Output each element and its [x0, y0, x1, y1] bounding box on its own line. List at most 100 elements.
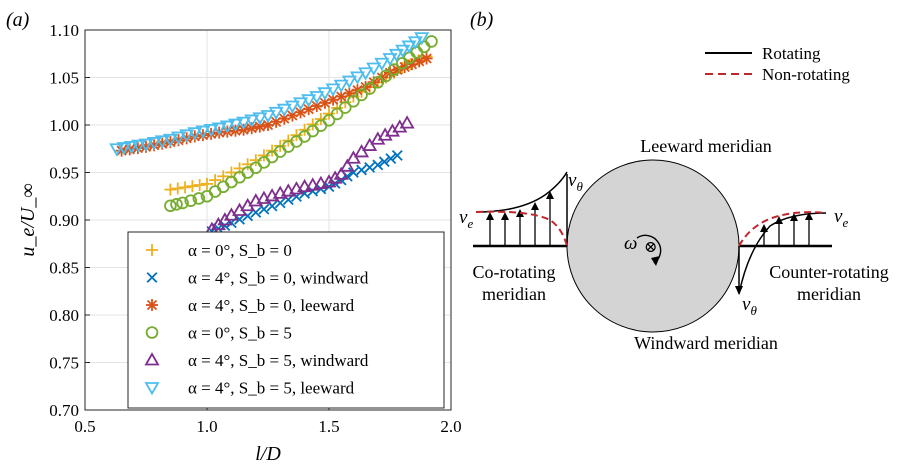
counterrotating-profile — [735, 211, 827, 295]
data-point — [176, 196, 189, 210]
ve-label-right: ve — [834, 206, 848, 230]
y-axis-label: u_e/U_∞ — [17, 183, 39, 256]
data-point — [171, 182, 184, 195]
data-point — [244, 114, 260, 128]
data-point — [195, 125, 211, 139]
data-point — [192, 192, 206, 205]
data-point — [203, 124, 219, 138]
data-point — [399, 115, 415, 129]
data-point — [363, 82, 376, 95]
data-point — [301, 94, 317, 108]
data-point — [209, 174, 222, 187]
legend-label: α = 4°, S_b = 5, windward — [188, 351, 369, 370]
ve-label-left: ve — [459, 207, 473, 231]
legend-label: α = 4°, S_b = 0, windward — [188, 269, 369, 288]
data-point — [327, 170, 343, 184]
y-tick-label: 0.75 — [49, 354, 79, 373]
data-point — [372, 159, 384, 171]
rotating-profile-curve — [475, 171, 568, 213]
data-point — [356, 164, 367, 176]
vtheta-label-right: vθ — [742, 294, 757, 318]
legend: α = 0°, S_b = 0 α = 4°, S_b = 0, windward… — [127, 231, 445, 409]
data-point — [355, 88, 368, 102]
x-tick-label: 1.5 — [318, 417, 339, 436]
nonrotating-profile-curve — [475, 210, 568, 247]
x-axis-label: l/D — [255, 443, 281, 465]
data-point — [347, 94, 360, 108]
data-point — [257, 149, 270, 162]
data-point — [164, 199, 177, 213]
data-point — [146, 137, 162, 151]
vtheta-label-left: vθ — [568, 170, 583, 194]
data-point — [193, 179, 206, 192]
data-point — [395, 44, 411, 58]
arrow-head — [486, 212, 494, 220]
data-point — [341, 75, 357, 89]
data-point — [407, 36, 423, 50]
data-point — [292, 97, 309, 111]
data-point — [131, 139, 147, 154]
data-point — [297, 178, 313, 193]
data-point — [425, 35, 438, 48]
data-point — [321, 174, 337, 188]
data-point — [109, 143, 125, 157]
corotating-label: Co-rotating — [473, 262, 556, 282]
panel-b-label: (b) — [470, 9, 494, 31]
data-point — [387, 63, 401, 76]
windward-meridian-label: Windward meridian — [634, 333, 778, 353]
data-point — [314, 112, 327, 125]
data-point — [276, 103, 292, 117]
data-point — [154, 135, 170, 149]
arrow-head — [501, 212, 509, 220]
counterrotating-label: Counter-rotating — [769, 262, 889, 282]
legend-label-nonrotating: Non-rotating — [762, 65, 850, 84]
data-point — [330, 107, 344, 121]
data-point — [245, 122, 258, 135]
data-point — [317, 87, 333, 101]
legend-entry: α = 0°, S_b = 0 — [146, 241, 292, 260]
rotating-profile-curve — [738, 212, 827, 295]
corotating-profile — [475, 171, 568, 247]
y-tick-label: 1.05 — [49, 69, 79, 88]
data-point — [313, 175, 329, 189]
y-tick-label: 0.70 — [49, 401, 79, 420]
legend-entry: α = 0°, S_b = 5 — [145, 324, 292, 343]
data-point — [347, 167, 359, 178]
omega-symbol: ω — [624, 233, 637, 254]
data-point — [146, 244, 158, 256]
arrow-head — [546, 191, 554, 199]
data-point — [144, 382, 160, 396]
data-point — [290, 129, 303, 142]
y-tick-label: 1.10 — [49, 21, 79, 40]
data-point — [382, 53, 398, 67]
data-point — [306, 118, 319, 131]
arrow-head — [516, 209, 524, 217]
legend-entry: α = 4°, S_b = 0, windward — [146, 269, 369, 288]
data-point — [164, 183, 177, 196]
data-point — [201, 177, 213, 190]
data-point — [184, 194, 198, 207]
data-point — [236, 116, 252, 130]
data-point — [379, 69, 393, 83]
data-point — [353, 144, 370, 158]
corotating-label-line2: meridian — [482, 284, 546, 304]
data-point — [339, 158, 355, 172]
series — [204, 115, 415, 235]
data-point — [309, 91, 325, 105]
data-point — [144, 352, 160, 366]
panel-b-legend: Rotating Non-rotating — [705, 44, 850, 84]
panel-a-label: (a) — [6, 9, 30, 31]
data-point — [146, 272, 158, 283]
counterrotating-label-line2: meridian — [797, 284, 861, 304]
series — [109, 32, 430, 157]
data-point — [305, 177, 321, 191]
legend-label: α = 4°, S_b = 0, leeward — [188, 296, 355, 315]
legend-entry: α = 4°, S_b = 0, leeward — [146, 296, 355, 315]
series — [164, 35, 438, 213]
y-tick-label: 0.95 — [49, 164, 79, 183]
data-point — [358, 67, 374, 81]
data-point — [162, 133, 178, 148]
x-tick-label: 0.5 — [74, 417, 95, 436]
data-point — [123, 140, 139, 155]
